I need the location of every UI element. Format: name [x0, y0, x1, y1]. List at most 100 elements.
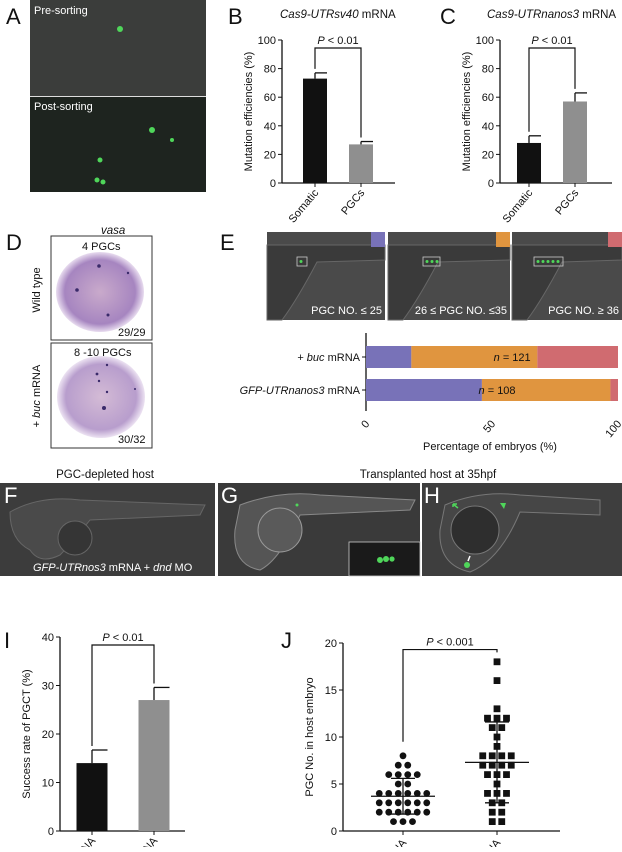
y-tick-label: 20	[325, 638, 337, 650]
category-color-swatch	[608, 232, 622, 247]
chart-I: 0 10 20 30 40 Success rate of PGCT (%) - buc m…	[21, 632, 185, 852]
category-label: GFP-UTRnanos3 mRNA	[240, 385, 361, 397]
data-point	[413, 799, 421, 807]
data-point	[493, 658, 501, 666]
p-symbol: P	[426, 637, 434, 649]
prefix: +	[297, 352, 306, 364]
data-point	[413, 771, 421, 778]
data-point	[409, 818, 416, 825]
data-point	[507, 761, 515, 769]
y-tick-label: 60	[264, 92, 276, 104]
chart-J: 0 5 10 15 20 PGC No. in host embryo -buc mRNA +…	[304, 637, 560, 852]
pgc-cell	[430, 260, 434, 263]
n-value: = 108	[485, 385, 516, 397]
p-symbol: P	[317, 35, 325, 47]
panel-label-e: E	[220, 230, 235, 255]
y-tick-label: 0	[270, 178, 276, 190]
category-color-swatch	[371, 232, 385, 247]
p-symbol: P	[531, 35, 539, 47]
pgc-highlight-box	[296, 256, 308, 267]
panel-c-title: Cas9-UTRnanos3 mRNA	[487, 9, 616, 21]
y-tick-label: 100	[258, 35, 276, 47]
y-tick-label: 20	[482, 149, 494, 161]
wild-type-ratio: 29/29	[118, 327, 146, 339]
data-point	[479, 761, 487, 769]
stacked-bar-segment	[610, 379, 618, 401]
bar	[76, 763, 108, 831]
suffix: mRNA	[377, 837, 409, 847]
bar	[349, 144, 373, 183]
panel-h-image	[422, 483, 622, 576]
gene: buc	[307, 352, 325, 364]
p-value-label: P < 0.001	[426, 637, 473, 649]
stacked-bar-segment	[366, 379, 482, 401]
data-point	[385, 771, 393, 778]
data-point	[404, 761, 412, 769]
data-point	[375, 799, 383, 807]
p-value: < 0.01	[110, 632, 144, 644]
data-point	[404, 790, 412, 797]
y-tick-label: 40	[482, 121, 494, 133]
panel-g-image	[218, 483, 421, 577]
data-point	[488, 818, 496, 825]
panel-label-a: A	[6, 4, 21, 29]
data-point	[498, 808, 506, 816]
panel-label-b: B	[228, 4, 243, 29]
image-caption: 26 ≤ PGC NO. ≤35	[415, 305, 507, 317]
gene: GFP-UTRnanos3	[240, 385, 326, 397]
data-point	[394, 780, 402, 788]
y-tick-label: 40	[42, 632, 54, 644]
x-tick-label: - buc mRNA	[51, 835, 99, 847]
data-point	[385, 799, 393, 807]
data-point	[394, 771, 402, 778]
x-tick-label: Somatic	[287, 187, 322, 226]
x-tick-label: PGCs	[553, 187, 581, 218]
n-label: n = 108	[479, 385, 516, 397]
data-point	[503, 771, 510, 778]
embryo-outline	[511, 244, 622, 321]
data-point	[498, 752, 506, 760]
data-point	[404, 780, 412, 788]
pgc-highlight-box	[422, 256, 441, 267]
n-value: = 121	[500, 352, 531, 364]
data-point	[423, 808, 431, 816]
pgc-cell	[551, 260, 555, 263]
y-axis-label: Mutation efficiencies (%)	[243, 52, 255, 172]
y-tick-label: 5	[331, 779, 337, 791]
pre-sorting-label: Pre-sorting	[34, 5, 88, 17]
data-point	[399, 752, 407, 760]
data-point	[394, 799, 402, 807]
bar	[517, 142, 541, 183]
data-point	[484, 790, 491, 797]
stacked-bar-segment	[411, 346, 538, 368]
significance-bracket	[402, 648, 498, 742]
post-sorting-label: Post-sorting	[34, 101, 93, 113]
pgc-cell	[299, 260, 303, 263]
bar	[138, 700, 170, 831]
panel-f-title: PGC-depleted host	[56, 469, 155, 481]
y-tick-label: 10	[325, 732, 337, 744]
embryo-outline	[266, 244, 386, 321]
panel-b-title: Cas9-UTRsv40 mRNA	[280, 9, 396, 21]
n-symbol: n	[494, 352, 500, 364]
data-point	[488, 808, 496, 816]
significance-bracket	[314, 47, 362, 138]
y-tick-label: 60	[482, 92, 494, 104]
buc-row-label: + buc mRNA	[31, 364, 43, 427]
suffix: mRNA	[325, 385, 361, 397]
y-tick-label: 40	[264, 121, 276, 133]
chart-E: + buc mRNA n = 121 GFP-UTRnanos3 mRNA n = 1…	[240, 333, 622, 453]
panel-gh-title: Transplanted host at 35hpf	[360, 469, 497, 481]
significance-bracket	[91, 644, 155, 747]
data-point	[375, 790, 383, 797]
panel-e-images: PGC NO. ≤ 25 26 ≤ PGC NO. ≤35 PGC NO. ≥ 36	[266, 232, 622, 321]
y-tick-label: 15	[325, 685, 337, 697]
panel-f-caption: GFP-UTRnos3 mRNA + dnd MO	[33, 562, 193, 574]
data-point	[493, 714, 501, 722]
data-point	[399, 818, 407, 825]
y-tick-label: 80	[264, 64, 276, 76]
